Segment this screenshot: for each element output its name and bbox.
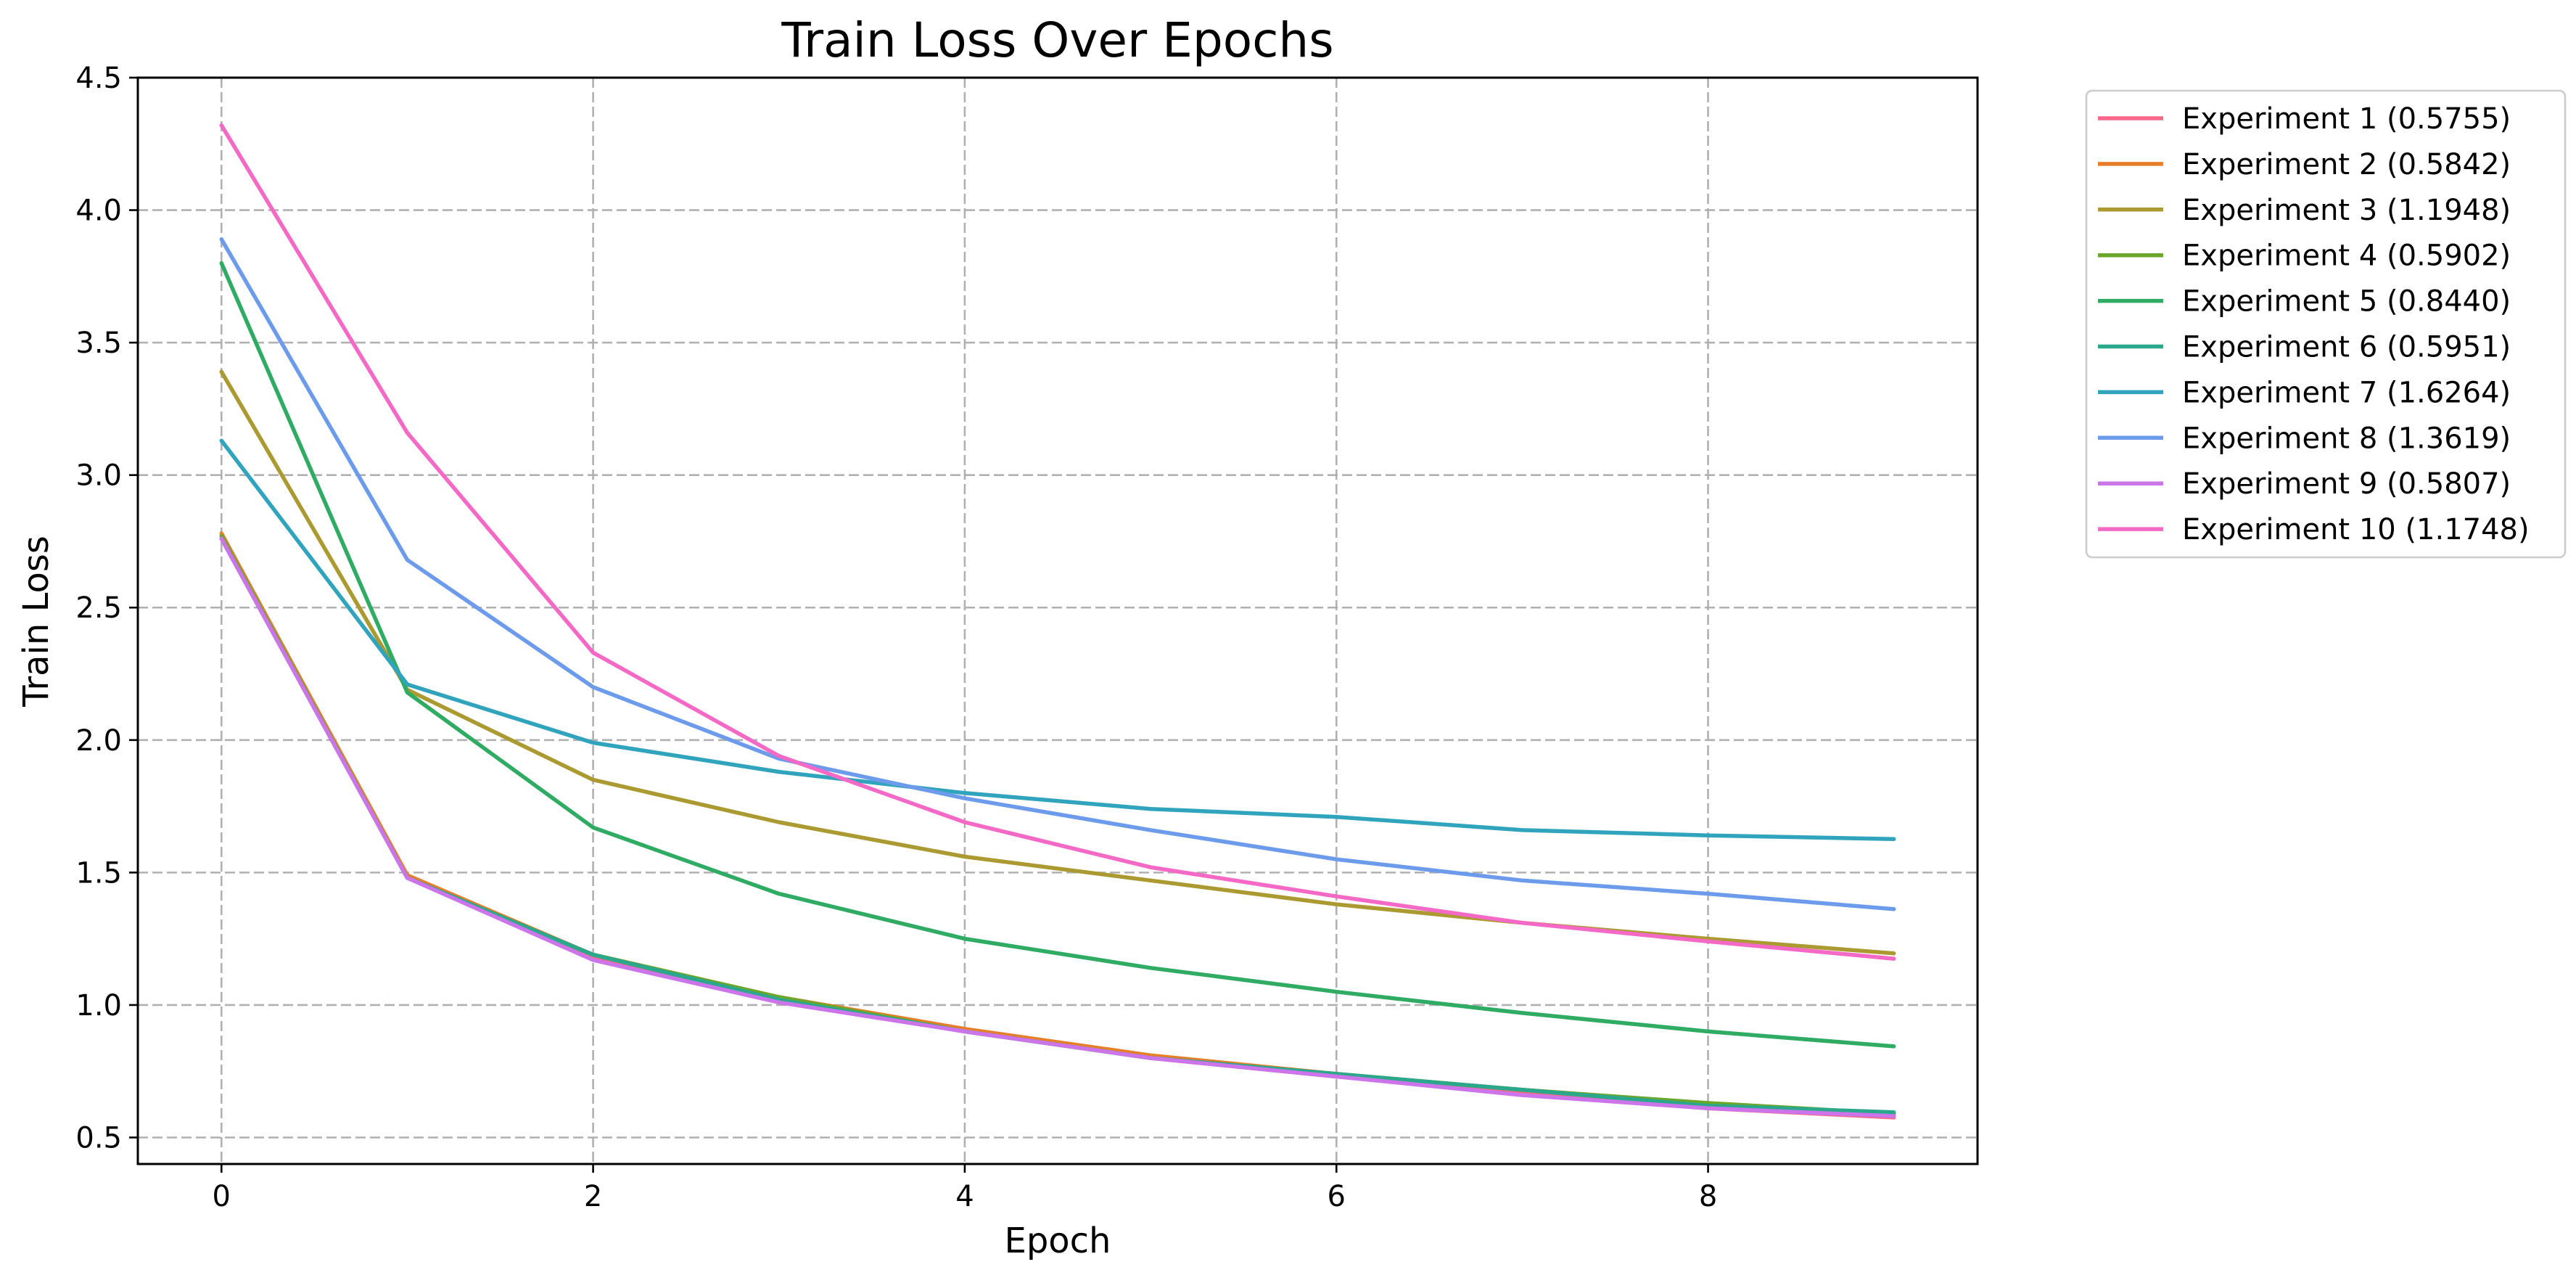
series-line [219, 237, 1896, 911]
x-tick-label: 6 [1328, 1180, 1346, 1213]
series-line [219, 261, 1896, 1049]
legend-label: Experiment 1 (0.5755) [2182, 102, 2511, 136]
series-line [219, 536, 1896, 1118]
y-tick-label: 2.0 [75, 724, 122, 758]
x-axis-label: Epoch [1005, 1221, 1111, 1261]
plot-frame [136, 76, 1979, 1165]
chart-title: Train Loss Over Epochs [781, 12, 1333, 68]
y-tick-label: 0.5 [75, 1121, 122, 1155]
x-tick-label: 0 [213, 1180, 231, 1213]
legend-items: Experiment 1 (0.5755) Experiment 2 (0.584… [2098, 102, 2530, 546]
y-axis-label: Train Loss [16, 536, 57, 708]
legend-label: Experiment 9 (0.5807) [2182, 467, 2511, 501]
legend-label: Experiment 10 (1.1748) [2182, 513, 2530, 546]
series-lines [219, 123, 1896, 1120]
y-tick-label: 3.0 [75, 459, 122, 493]
y-tick-label: 1.0 [75, 989, 122, 1022]
series-line [219, 123, 1896, 961]
legend-label: Experiment 6 (0.5951) [2182, 331, 2511, 364]
legend-label: Experiment 2 (0.5842) [2182, 148, 2511, 181]
x-tick-label: 4 [955, 1180, 974, 1213]
axis-ticks: 0 2 4 6 8 0.5 1.0 1.5 2.0 2.5 3.0 3.5 4.0 4.5 [75, 62, 1717, 1213]
y-tick-label: 4.0 [75, 194, 122, 228]
y-tick-label: 4.5 [75, 62, 122, 95]
legend-label: Experiment 5 (0.8440) [2182, 285, 2511, 319]
legend-label: Experiment 4 (0.5902) [2182, 239, 2511, 273]
legend-label: Experiment 7 (1.6264) [2182, 376, 2511, 409]
legend: Experiment 1 (0.5755) Experiment 2 (0.584… [2085, 89, 2567, 559]
y-tick-label: 3.5 [75, 327, 122, 360]
y-tick-label: 2.5 [75, 591, 122, 625]
x-tick-label: 8 [1699, 1180, 1717, 1213]
series-line [219, 438, 1896, 841]
legend-label: Experiment 3 (1.1948) [2182, 194, 2511, 227]
y-tick-label: 1.5 [75, 856, 122, 890]
legend-label: Experiment 8 (1.3619) [2182, 422, 2511, 455]
legend-box [2085, 89, 2567, 559]
x-tick-label: 2 [584, 1180, 602, 1213]
